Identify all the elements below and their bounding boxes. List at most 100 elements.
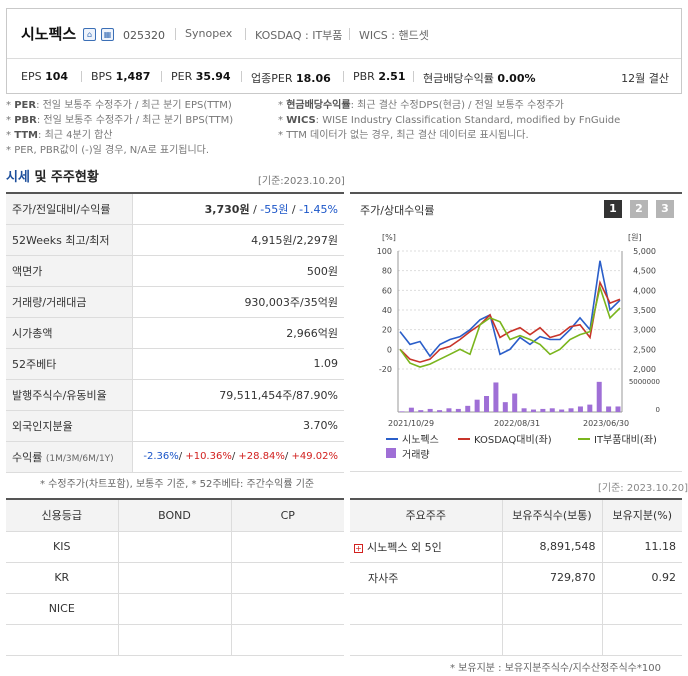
right-tick-label: 4,500 (633, 267, 656, 276)
volume-tick-label: 5000000 (629, 378, 660, 386)
volume-bar (521, 408, 527, 412)
chart-page-3-button[interactable]: 3 (656, 200, 674, 218)
legend-label: KOSDAQ대비(좌) (474, 434, 552, 446)
note-ttm: * TTM: 최근 4분기 합산 (6, 130, 113, 141)
quote-table: 주가/전일대비/수익률 3,730원 / -55원 / -1.45% 52Wee… (6, 192, 344, 473)
left-tick-label: -20 (379, 365, 392, 374)
volume-tick-label: 0 (656, 406, 660, 414)
table-row (6, 624, 344, 656)
right-tick-label: 2,000 (633, 365, 656, 374)
left-tick-label: 100 (377, 247, 392, 256)
volume-bar (549, 408, 555, 412)
volume-bar (408, 407, 414, 412)
row-label: 주가/전일대비/수익률 (6, 193, 133, 225)
volume-bar (465, 405, 471, 412)
table-row: 수익률 (1M/3M/6M/1Y) -2.36%/ +10.36%/ +28.8… (6, 441, 344, 473)
table-header-row: 신용등급 BOND CP (6, 499, 344, 532)
metric-bps: BPS 1,487 (91, 70, 151, 83)
legend-label: 거래량 (402, 449, 430, 461)
right-tick-label: 4,000 (633, 286, 656, 295)
volume-bar (427, 408, 433, 412)
volume-bar (399, 411, 405, 412)
chart-page-1-button[interactable]: 1 (604, 200, 622, 218)
wics-info: WICS : 핸드셋 (359, 29, 429, 42)
volume-bar (512, 393, 518, 412)
right-tick-label: 5,000 (633, 247, 656, 256)
chart-page-2-button[interactable]: 2 (630, 200, 648, 218)
table-row: 52Weeks 최고/최저 4,915원/2,297원 (6, 224, 344, 256)
x-tick-label: 2023/06/30 (583, 419, 629, 428)
volume-bar (446, 408, 452, 412)
left-tick-label: 0 (387, 345, 392, 354)
home-icon[interactable]: ⌂ (83, 28, 96, 41)
metric-pbr: PBR 2.51 (353, 70, 406, 83)
price-values: 3,730원 / -55원 / -1.45% (132, 193, 344, 225)
volume-bar (596, 381, 602, 412)
volume-bar (437, 410, 443, 412)
stock-code: 025320 (123, 29, 165, 42)
series-line-1 (399, 260, 621, 358)
notes-left: * PER: 전일 보통주 수정주가 / 최근 분기 EPS(TTM) * PB… (6, 98, 233, 158)
company-header: 시노펙스 ⌂ ▦ 025320 Synopex KOSDAQ : IT부품 WI… (6, 8, 682, 94)
table-row (350, 624, 682, 656)
table-row: 액면가 500원 (6, 255, 344, 287)
right-tick-label: 3,000 (633, 326, 656, 335)
left-tick-label: 40 (382, 306, 392, 315)
left-axis-unit: [%] (382, 233, 396, 242)
table-row: 시가총액 2,966억원 (6, 317, 344, 349)
table-row: 외국인지분율 3.70% (6, 410, 344, 442)
left-tick-label: 60 (382, 286, 392, 295)
right-tick-label: 3,500 (633, 306, 656, 315)
chart-title: 주가/상대수익률 (360, 204, 435, 217)
metric-sector-per: 업종PER 18.06 (251, 72, 331, 85)
returns-values: -2.36%/ +10.36%/ +28.84%/ +49.02% (132, 441, 344, 473)
table-header-row: 주요주주 보유주식수(보통) 보유지분(%) (350, 499, 682, 532)
volume-bar (493, 382, 499, 412)
notes-right: * 현금배당수익률: 최근 결산 수정DPS(현금) / 전일 보통주 수정주가… (278, 98, 620, 143)
note-ttm-missing: * TTM 데이터가 없는 경우, 최근 결산 데이터로 표시됩니다. (278, 130, 529, 141)
note-dividend: * 현금배당수익률: 최근 결산 수정DPS(현금) / 전일 보통주 수정주가 (278, 100, 564, 111)
section-title: 시세 및 주주현황 (6, 170, 99, 185)
expand-icon[interactable]: + (354, 543, 363, 553)
note-negative: * PER, PBR값이 (-)일 경우, N/A로 표기됩니다. (6, 145, 210, 156)
table-row: + 시노펙스 외 5인 8,891,548 11.18 (350, 531, 682, 563)
volume-bar (474, 399, 480, 412)
volume-bar (540, 408, 546, 412)
table-row: KR (6, 562, 344, 594)
table-row: 거래량/거래대금 930,003주/35억원 (6, 286, 344, 318)
holders-footnote: * 보유지분 : 보유지분주식수/지수산정주식수*100 (450, 663, 661, 674)
volume-bar (530, 409, 536, 412)
note-per: * PER: 전일 보통주 수정주가 / 최근 분기 EPS(TTM) (6, 100, 232, 111)
legend-swatch (386, 448, 396, 458)
table-row: 자사주 729,870 0.92 (350, 562, 682, 594)
x-tick-label: 2021/10/29 (388, 419, 434, 428)
header-top: 시노펙스 ⌂ ▦ 025320 Synopex KOSDAQ : IT부품 WI… (7, 9, 681, 59)
price-chart: [%] [원] 100 80 60 40 20 0 -20 5,000 4,500 4,000 3,50… (377, 233, 660, 461)
volume-bar (484, 396, 490, 412)
table-row: 주가/전일대비/수익률 3,730원 / -55원 / -1.45% (6, 193, 344, 225)
table-row: 52주베타 1.09 (6, 348, 344, 380)
market-info: KOSDAQ : IT부품 (255, 29, 343, 42)
credit-rating-table: 신용등급 BOND CP KIS KR NICE (6, 498, 344, 656)
table-row (350, 593, 682, 625)
building-icon[interactable]: ▦ (101, 28, 114, 41)
volume-bar (606, 406, 612, 412)
major-shareholders-table: 주요주주 보유주식수(보통) 보유지분(%) + 시노펙스 외 5인 8,891,… (350, 498, 682, 656)
table-row: 발행주식수/유동비율 79,511,454주/87.90% (6, 379, 344, 411)
series-line-3 (399, 284, 621, 368)
left-tick-label: 20 (382, 326, 392, 335)
quote-footnote: * 수정주가(차트포함), 보통주 기준, * 52주베타: 주간수익률 기준 (40, 479, 315, 490)
volume-bar (587, 404, 593, 412)
metric-dividend-yield: 현금배당수익률 0.00% (423, 72, 536, 85)
right-tick-label: 2,500 (633, 345, 656, 354)
volume-bar (455, 408, 461, 412)
english-name: Synopex (185, 27, 233, 40)
price-chart-panel: 주가/상대수익률 1 2 3 [%] [원] 100 80 60 40 20 0 -20 5,00… (350, 192, 682, 472)
volume-bar (559, 409, 565, 412)
table-row: NICE (6, 593, 344, 625)
volume-bar (615, 406, 621, 412)
metric-per: PER 35.94 (171, 70, 231, 83)
legend-label: IT부품대비(좌) (594, 434, 657, 446)
volume-bar (577, 406, 583, 412)
note-pbr: * PBR: 전일 보통주 수정주가 / 최근 분기 BPS(TTM) (6, 115, 234, 126)
